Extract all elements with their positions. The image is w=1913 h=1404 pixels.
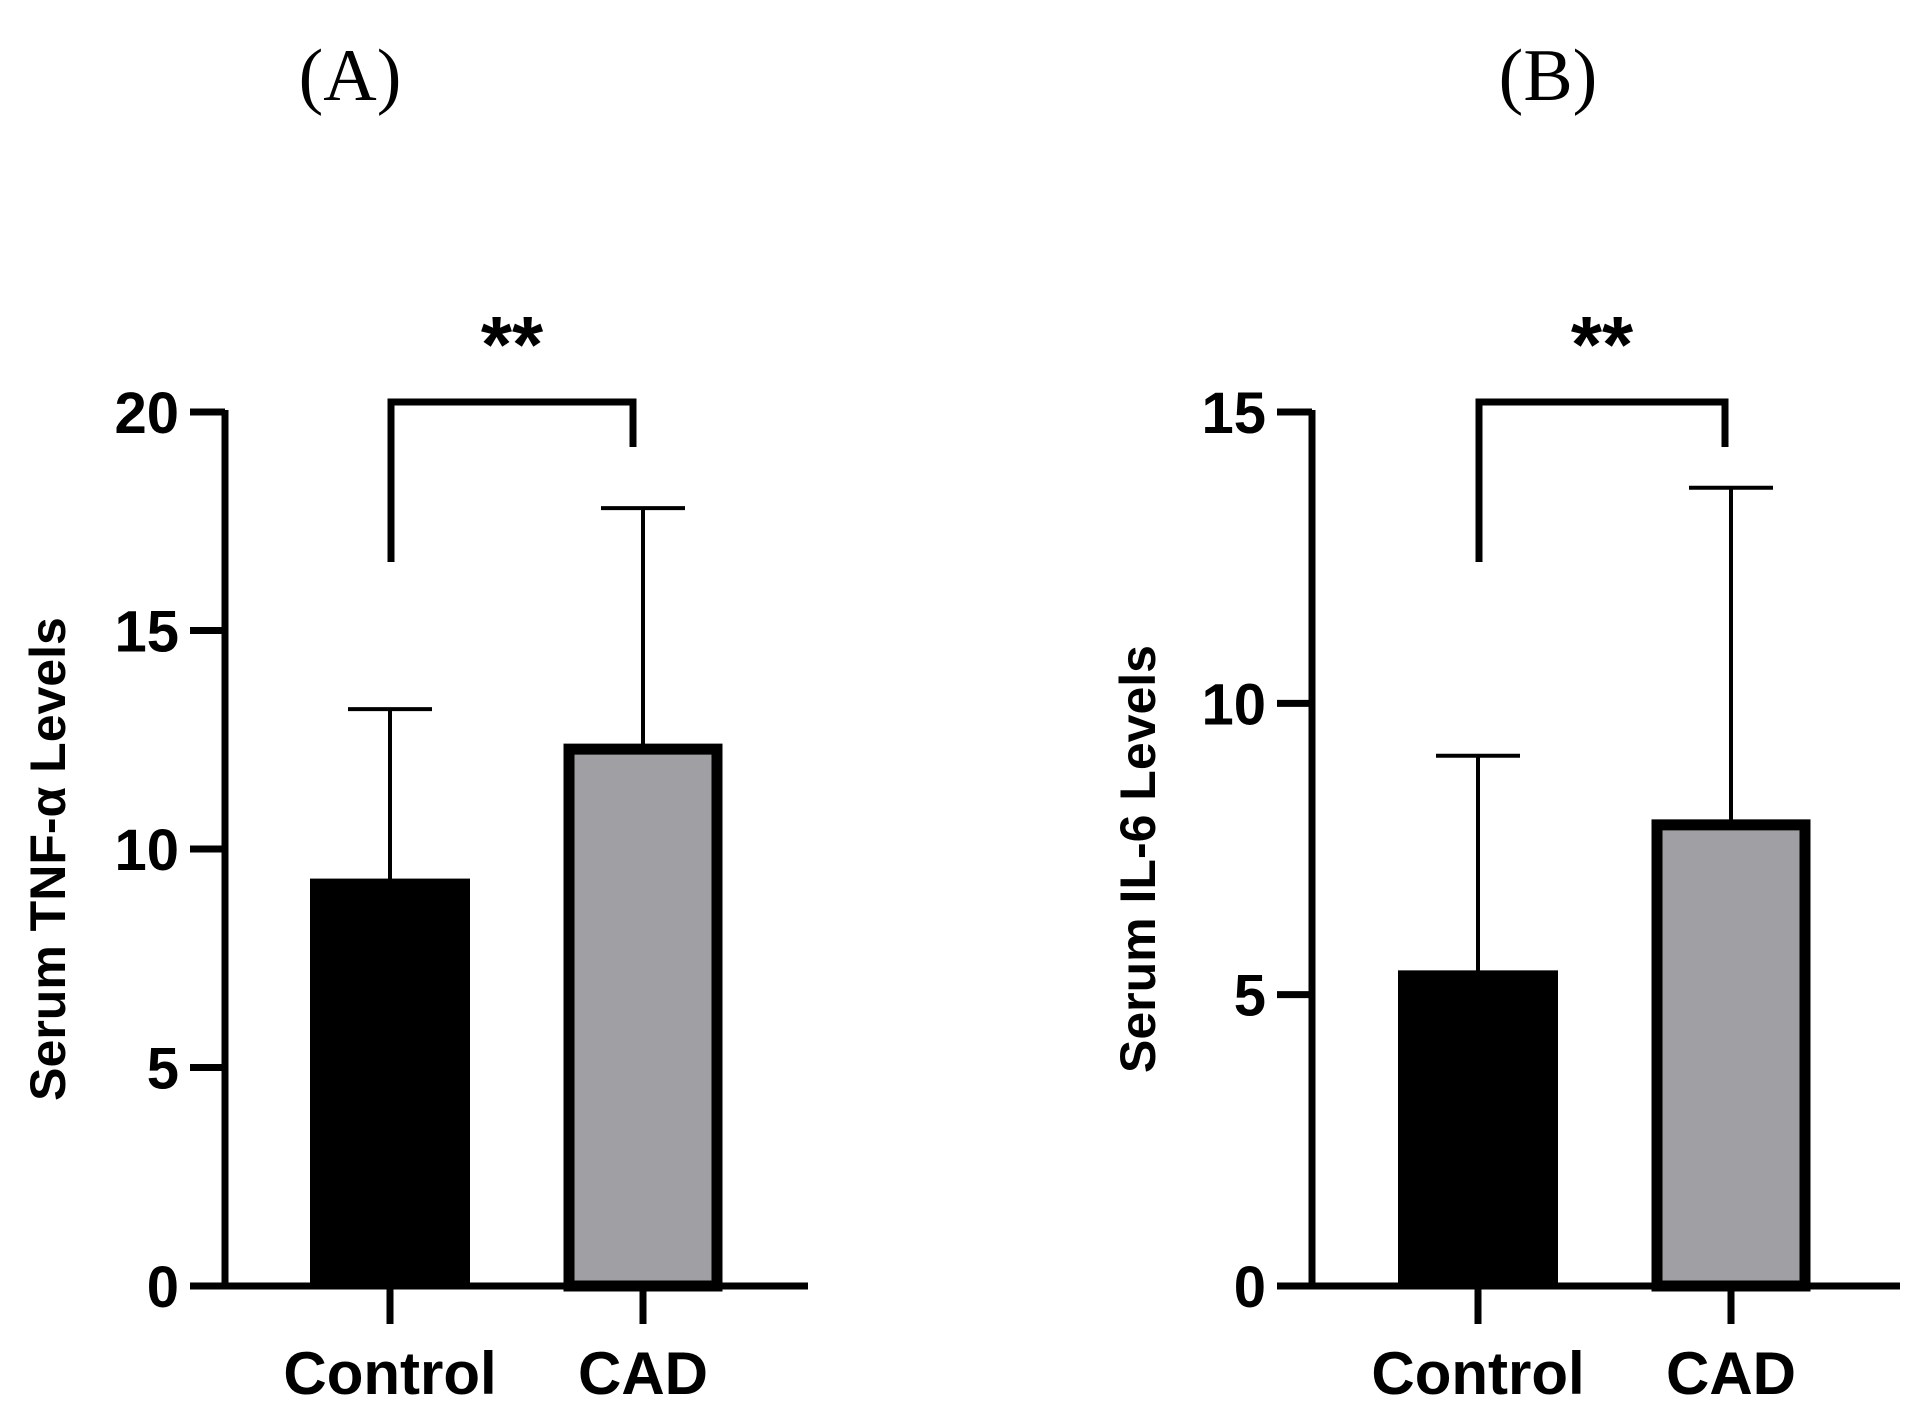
y-tick-label: 5 xyxy=(147,1037,179,1102)
y-tick-label: 10 xyxy=(1201,672,1266,737)
bar-cad xyxy=(1651,819,1811,1292)
y-tick-label: 15 xyxy=(1201,381,1266,446)
y-tick-label: 0 xyxy=(1234,1255,1266,1320)
significance-bracket xyxy=(387,398,637,562)
significance-bracket xyxy=(1475,398,1729,562)
y-axis-title: Serum TNF-α Levels xyxy=(20,617,76,1101)
panel-a: (A) 0 5 10 15 20 Control CAD Serum TNF-α Levels *… xyxy=(20,35,808,1404)
x-tick-label: Control xyxy=(1371,1340,1584,1404)
panel-label: (B) xyxy=(1499,35,1598,117)
x-tick-label: Control xyxy=(283,1340,496,1404)
bar-control xyxy=(1398,970,1558,1287)
y-tick-label: 5 xyxy=(1234,964,1266,1029)
y-tick-label: 10 xyxy=(114,818,179,883)
panel-label: (A) xyxy=(299,35,402,117)
y-tick-label: 20 xyxy=(114,381,179,446)
y-axis-title: Serum IL-6 Levels xyxy=(1110,645,1166,1073)
x-tick-label: CAD xyxy=(1666,1340,1796,1404)
x-tick-label: CAD xyxy=(578,1340,708,1404)
bar-control xyxy=(310,878,470,1288)
panel-b: (B) 0 5 10 15 Control CAD Serum IL-6 Levels ** xyxy=(1110,35,1900,1404)
bar-cad xyxy=(563,743,723,1292)
significance-label: ** xyxy=(481,300,544,389)
y-tick-label: 15 xyxy=(114,600,179,665)
significance-label: ** xyxy=(1571,300,1634,389)
y-tick-label: 0 xyxy=(147,1255,179,1320)
